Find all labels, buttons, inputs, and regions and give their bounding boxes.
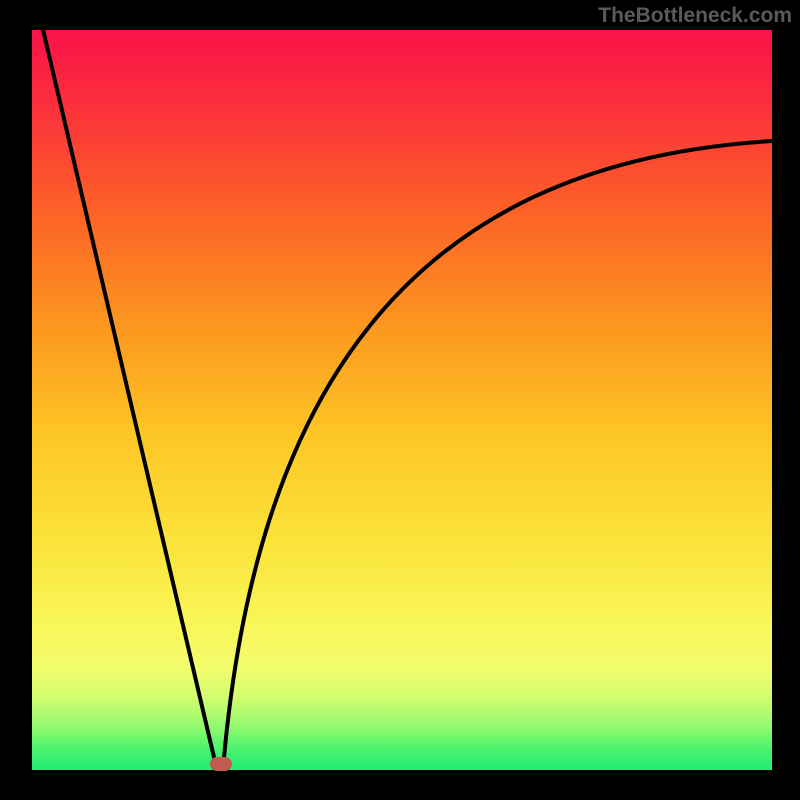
plot-area: [32, 30, 772, 770]
curve-svg: [32, 30, 772, 770]
chart-container: TheBottleneck.com: [0, 0, 800, 800]
watermark-text: TheBottleneck.com: [598, 4, 792, 28]
bottleneck-curve: [43, 30, 772, 770]
min-marker: [210, 757, 232, 771]
